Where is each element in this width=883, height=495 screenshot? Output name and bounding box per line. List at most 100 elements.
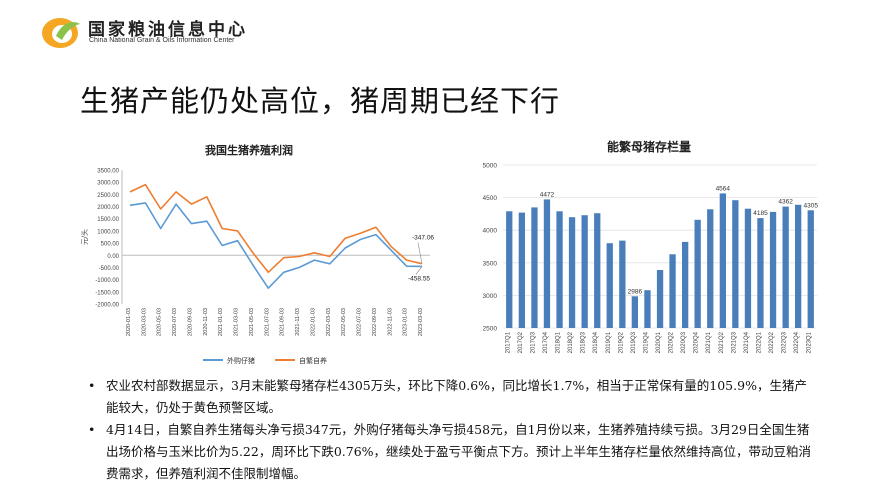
- x-tick-label: 2019Q1: [606, 331, 612, 353]
- bullet-item: • 农业农村部数据显示，3月末能繁母猪存栏4305万头，环比下降0.6%，同比增…: [88, 375, 818, 419]
- y-tick-label: 3000: [483, 293, 498, 300]
- bar: [782, 206, 789, 328]
- x-tick-label: 2023-03-03: [418, 308, 424, 336]
- x-tick-label: 2022Q2: [769, 331, 775, 353]
- bar: [807, 210, 814, 328]
- y-tick-label: -2000.00: [95, 303, 119, 309]
- x-tick-label: 2017Q1: [505, 331, 511, 353]
- bar: [694, 219, 701, 328]
- bullet-list: • 农业农村部数据显示，3月末能繁母猪存栏4305万头，环比下降0.6%，同比增…: [88, 375, 818, 485]
- x-tick-label: 2018Q3: [581, 331, 587, 353]
- x-tick-label: 2023-01-03: [403, 308, 409, 336]
- x-tick-label: 2020Q1: [656, 331, 662, 353]
- y-tick-label: 1500.00: [97, 217, 119, 223]
- bullet-dot-icon: •: [88, 378, 96, 393]
- bar: [732, 200, 739, 328]
- data-label: 4185: [753, 210, 768, 217]
- profit-line-chart: 我国生猪养殖利润 3500.00 3000.00 2500.00 2000.00 150…: [75, 128, 437, 372]
- bar: [682, 241, 689, 328]
- y-tick-label: 2500.00: [97, 193, 119, 199]
- y-tick-label: -500.00: [99, 266, 120, 272]
- x-tick-label: 2021-11-03: [295, 308, 301, 336]
- x-tick-label: 2022-11-03: [387, 308, 393, 336]
- series-line: [129, 202, 423, 289]
- bar: [518, 212, 525, 328]
- x-tick-label: 2019Q4: [643, 331, 649, 353]
- bar: [795, 204, 802, 328]
- y-tick-label: 500.00: [101, 242, 120, 248]
- bar: [506, 211, 513, 328]
- y-tick-label: 4000: [483, 228, 498, 235]
- data-label: 4472: [540, 191, 555, 198]
- y-tick-label: 5000: [483, 163, 498, 170]
- bullet-text: 4月14日，自繁自养生猪每头净亏损347元，外购仔猪每头净亏损458元，自1月份…: [106, 422, 812, 481]
- bar: [543, 199, 551, 328]
- annotation-leader-line: [415, 266, 423, 275]
- bar: [581, 215, 588, 328]
- chart-title: 我国生猪养殖利润: [205, 144, 293, 157]
- x-tick-label: 2019Q3: [631, 331, 637, 353]
- x-tick-label: 2022-05-03: [341, 308, 347, 336]
- x-tick-label: 2020-05-03: [157, 308, 163, 336]
- bar: [644, 290, 651, 328]
- x-tick-label: 2018Q4: [593, 331, 599, 353]
- y-tick-label: 1000.00: [97, 229, 119, 235]
- data-label: -347.06: [412, 235, 434, 242]
- y-tick-label: -1000.00: [95, 278, 119, 284]
- x-tick-label: 2022-03-03: [326, 308, 332, 336]
- data-label: -458.55: [408, 275, 430, 282]
- x-tick-label: 2021Q3: [731, 331, 737, 353]
- y-tick-label: -1500.00: [95, 290, 119, 296]
- bar: [744, 208, 752, 328]
- x-tick-label: 2020-11-03: [203, 308, 209, 336]
- y-tick-label: 3000.00: [97, 181, 119, 187]
- bar: [531, 207, 538, 328]
- x-tick-label: 2020-09-03: [187, 308, 193, 336]
- y-tick-label: 3500.00: [97, 169, 119, 175]
- x-tick-label: 2021-07-03: [264, 308, 270, 336]
- bar: [556, 211, 563, 328]
- bar: [719, 193, 726, 328]
- bar: [757, 218, 764, 328]
- bar: [707, 209, 714, 328]
- data-label: 2986: [628, 288, 643, 295]
- bar: [769, 211, 777, 328]
- legend-label: 外购仔猪: [227, 356, 255, 365]
- x-tick-label: 2019Q2: [618, 331, 624, 353]
- x-tick-label: 2022-07-03: [357, 308, 363, 336]
- bar: [669, 254, 676, 328]
- bar: [606, 243, 613, 328]
- logo: 国家粮油信息中心 China National Grain & Oils Inf…: [40, 12, 280, 52]
- bullet-text: 农业农村部数据显示，3月末能繁母猪存栏4305万头，环比下降0.6%，同比增长1…: [106, 378, 807, 415]
- x-tick-label: 2022-09-03: [372, 308, 378, 336]
- x-tick-label: 2022Q1: [756, 331, 762, 353]
- x-tick-label: 2021Q1: [706, 331, 712, 353]
- bar: [619, 240, 626, 328]
- x-tick-label: 2017Q4: [543, 331, 549, 353]
- data-label: 4564: [716, 185, 731, 192]
- data-label: 4305: [803, 202, 818, 209]
- bar: [568, 217, 576, 328]
- annotation-leader-line: [417, 242, 423, 264]
- chart-title: 能繁母猪存栏量: [607, 140, 692, 154]
- x-tick-label: 2022-01-03: [310, 308, 316, 336]
- x-tick-label: 2021-05-03: [249, 308, 255, 336]
- line-chart-svg: 3500.00 3000.00 2500.00 2000.00 1500.00 1000.…: [80, 169, 434, 366]
- logo-chinese-name: 国家粮油信息中心: [88, 20, 248, 40]
- x-tick-label: 2020Q4: [694, 331, 700, 353]
- x-tick-label: 2021-09-03: [280, 308, 286, 336]
- x-tick-label: 2023Q1: [807, 331, 813, 353]
- x-tick-label: 2021Q4: [744, 331, 750, 353]
- x-tick-label: 2020-07-03: [172, 308, 178, 336]
- x-tick-label: 2021Q2: [719, 331, 725, 353]
- x-tick-label: 2021-01-03: [218, 308, 224, 336]
- x-tick-label: 2021-03-03: [234, 308, 240, 336]
- bar: [594, 213, 601, 328]
- x-tick-label: 2022Q3: [782, 331, 788, 353]
- slide-title: 生猪产能仍处高位，猪周期已经下行: [80, 84, 561, 118]
- logo-mark-icon: [42, 18, 80, 48]
- bullet-dot-icon: •: [88, 422, 96, 437]
- bar: [656, 270, 664, 328]
- y-tick-label: 2000.00: [97, 205, 119, 211]
- series-line: [129, 183, 423, 274]
